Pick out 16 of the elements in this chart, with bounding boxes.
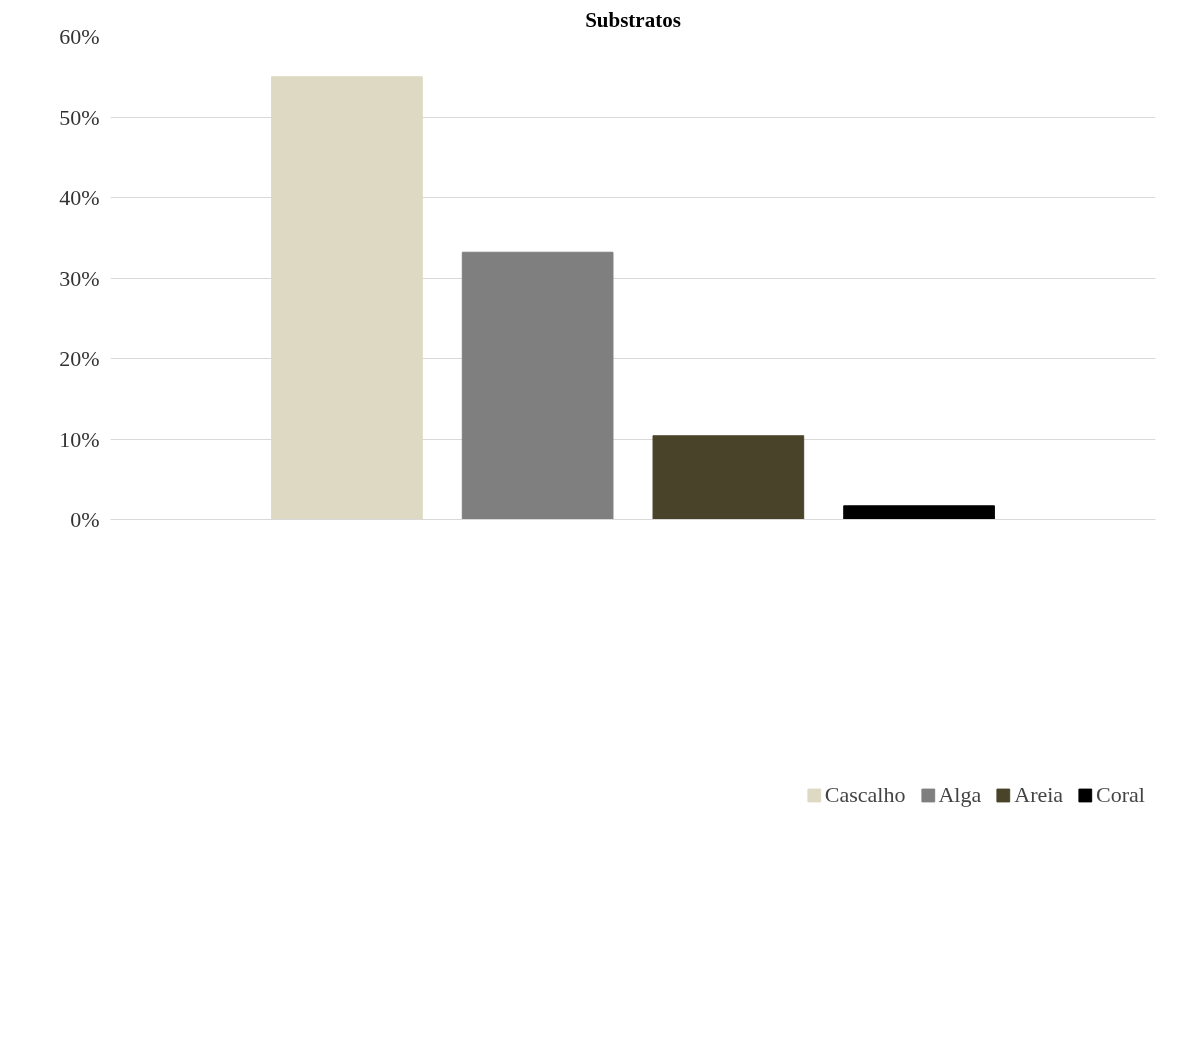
y-tick-label: 30% bbox=[59, 265, 100, 291]
chart-title: Substratos bbox=[585, 7, 681, 32]
y-tick-label: 50% bbox=[59, 104, 100, 130]
legend-label: Areia bbox=[1014, 782, 1064, 808]
legend-label: Coral bbox=[1096, 782, 1145, 808]
y-tick-label: 10% bbox=[59, 426, 100, 452]
y-tick-label: 40% bbox=[59, 185, 100, 210]
y-tick-label: 20% bbox=[59, 346, 100, 371]
bar bbox=[652, 435, 805, 520]
y-tick-label: 0% bbox=[70, 507, 100, 532]
legend-label: Alga bbox=[938, 782, 982, 808]
bar bbox=[843, 505, 995, 520]
bar bbox=[461, 251, 614, 520]
bar bbox=[271, 76, 423, 520]
legend-label: Cascalho bbox=[824, 782, 906, 808]
y-tick-label: 60% bbox=[59, 24, 100, 49]
